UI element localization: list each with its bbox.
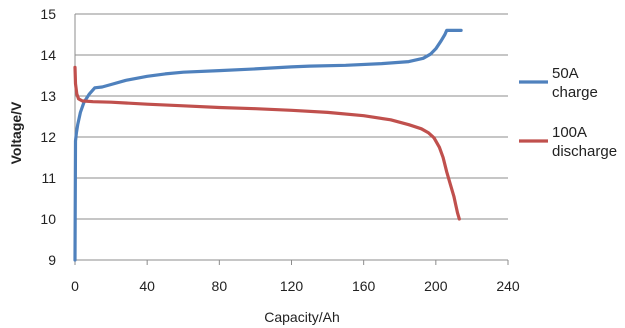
y-tick-label-11: 11 [41, 170, 56, 186]
y-tick-label-9: 9 [48, 252, 56, 268]
legend: 50A charge 100A discharge [519, 65, 617, 160]
legend-label-50a-charge: 50A charge [552, 65, 598, 101]
x-tick-label-80: 80 [212, 278, 228, 294]
legend-label-100a-discharge: 100A discharge [552, 124, 617, 160]
y-tick-label-15: 15 [40, 6, 56, 22]
x-tick-label-40: 40 [139, 278, 155, 294]
y-tick-label-14: 14 [40, 47, 56, 63]
gridlines [75, 13, 508, 220]
x-tick-label-120: 120 [280, 278, 304, 294]
x-tick-label-200: 200 [424, 278, 448, 294]
series-lines [73, 28, 463, 262]
x-tick-label-160: 160 [352, 278, 376, 294]
x-axis-title: Capacity/Ah [264, 309, 339, 325]
legend-item-100a-discharge: 100A discharge [519, 124, 617, 160]
y-axis-title: Voltage/V [8, 101, 24, 164]
y-tick-label-12: 12 [40, 129, 56, 145]
tick-labels: 9 10 11 12 13 14 15 0 40 80 120 160 200 240 [40, 6, 519, 294]
series-line-50a-charge [73, 28, 463, 262]
series-line-100a-discharge [73, 65, 461, 221]
y-tick-label-10: 10 [40, 211, 56, 227]
x-tick-label-0: 0 [71, 278, 79, 294]
axes [74, 14, 509, 265]
y-tick-label-13: 13 [40, 88, 56, 104]
x-tick-label-240: 240 [496, 278, 520, 294]
legend-item-50a-charge: 50A charge [519, 65, 598, 101]
